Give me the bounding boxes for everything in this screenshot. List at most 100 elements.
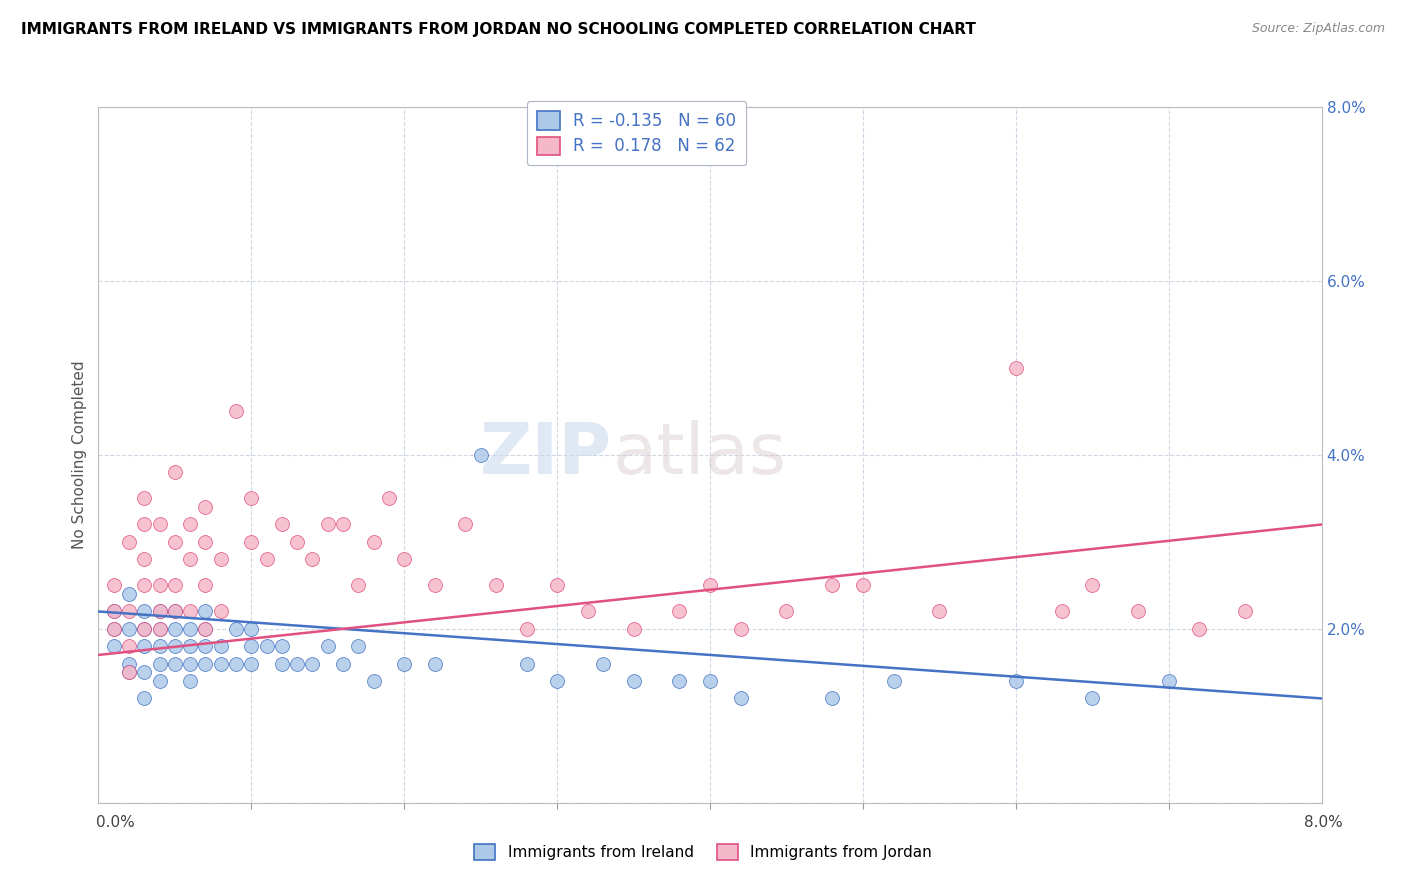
Point [179, 622, 201, 636]
Point [118, 657, 141, 671]
Point [363, 535, 385, 549]
Y-axis label: No Schooling Completed: No Schooling Completed [72, 360, 87, 549]
Point [576, 605, 599, 619]
Point [301, 657, 323, 671]
Point [883, 674, 905, 689]
Point [1128, 605, 1150, 619]
Point [134, 517, 156, 532]
Point [149, 605, 172, 619]
Point [1188, 622, 1211, 636]
Point [1157, 674, 1180, 689]
Point [179, 639, 201, 653]
Point [179, 657, 201, 671]
Point [423, 657, 446, 671]
Point [285, 535, 308, 549]
Point [209, 657, 232, 671]
Point [347, 578, 370, 592]
Point [194, 622, 217, 636]
Point [347, 639, 370, 653]
Point [179, 552, 201, 566]
Point [332, 657, 354, 671]
Point [516, 657, 538, 671]
Point [592, 657, 614, 671]
Point [332, 517, 354, 532]
Point [194, 578, 217, 592]
Point [179, 674, 201, 689]
Point [149, 674, 172, 689]
Point [163, 657, 186, 671]
Point [225, 657, 247, 671]
Point [118, 639, 141, 653]
Point [240, 639, 263, 653]
Point [454, 517, 477, 532]
Point [316, 639, 339, 653]
Point [225, 404, 247, 418]
Point [194, 500, 217, 514]
Point [1004, 360, 1026, 375]
Point [1234, 605, 1257, 619]
Point [103, 578, 125, 592]
Point [240, 657, 263, 671]
Point [149, 622, 172, 636]
Point [103, 605, 125, 619]
Text: IMMIGRANTS FROM IRELAND VS IMMIGRANTS FROM JORDAN NO SCHOOLING COMPLETED CORRELA: IMMIGRANTS FROM IRELAND VS IMMIGRANTS FR… [21, 22, 976, 37]
Point [134, 622, 156, 636]
Point [163, 639, 186, 653]
Point [149, 605, 172, 619]
Point [209, 639, 232, 653]
Point [118, 665, 141, 680]
Text: ZIP: ZIP [479, 420, 612, 490]
Point [103, 639, 125, 653]
Point [546, 674, 568, 689]
Point [134, 639, 156, 653]
Point [256, 552, 278, 566]
Point [194, 657, 217, 671]
Point [1081, 578, 1104, 592]
Point [852, 578, 875, 592]
Point [103, 622, 125, 636]
Point [118, 605, 141, 619]
Point [163, 622, 186, 636]
Point [1081, 691, 1104, 706]
Point [134, 491, 156, 506]
Point [179, 605, 201, 619]
Point [928, 605, 950, 619]
Point [194, 622, 217, 636]
Point [103, 622, 125, 636]
Point [163, 605, 186, 619]
Legend: Immigrants from Ireland, Immigrants from Jordan: Immigrants from Ireland, Immigrants from… [468, 838, 938, 866]
Point [546, 578, 568, 592]
Point [134, 622, 156, 636]
Point [270, 639, 294, 653]
Point [134, 691, 156, 706]
Point [163, 466, 186, 480]
Point [194, 639, 217, 653]
Text: Source: ZipAtlas.com: Source: ZipAtlas.com [1251, 22, 1385, 36]
Point [423, 578, 446, 592]
Point [270, 517, 294, 532]
Point [163, 605, 186, 619]
Point [699, 578, 721, 592]
Point [699, 674, 721, 689]
Point [149, 578, 172, 592]
Point [301, 552, 323, 566]
Point [118, 587, 141, 601]
Point [149, 639, 172, 653]
Point [516, 622, 538, 636]
Point [240, 622, 263, 636]
Point [149, 517, 172, 532]
Point [316, 517, 339, 532]
Point [194, 605, 217, 619]
Point [134, 665, 156, 680]
Point [392, 552, 416, 566]
Point [134, 605, 156, 619]
Point [821, 578, 844, 592]
Point [134, 578, 156, 592]
Point [730, 691, 752, 706]
Point [163, 535, 186, 549]
Point [103, 605, 125, 619]
Point [470, 448, 492, 462]
Point [240, 535, 263, 549]
Point [118, 622, 141, 636]
Point [225, 622, 247, 636]
